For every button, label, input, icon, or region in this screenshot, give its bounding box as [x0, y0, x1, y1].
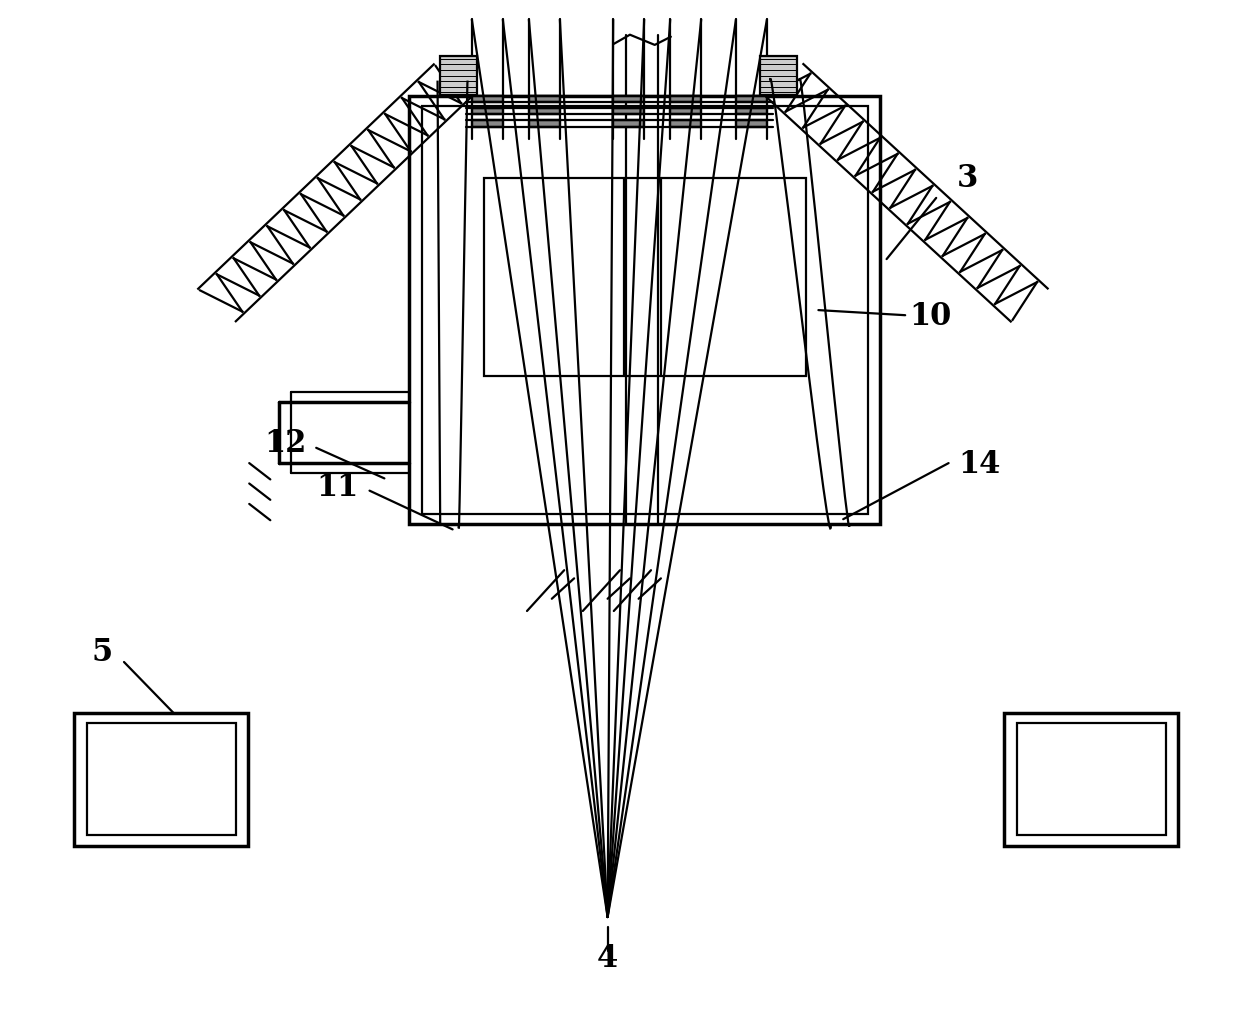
Text: 14: 14 — [959, 448, 1001, 479]
Text: 4: 4 — [596, 943, 619, 973]
Bar — [422, 107, 868, 515]
Text: 5: 5 — [91, 637, 113, 667]
Bar — [760, 57, 797, 96]
Bar — [613, 121, 644, 127]
Text: 10: 10 — [909, 301, 951, 331]
Text: 3: 3 — [956, 163, 978, 194]
Bar — [613, 109, 644, 115]
Bar — [471, 97, 503, 103]
Bar — [528, 121, 559, 127]
Text: 11: 11 — [316, 472, 358, 502]
Bar — [409, 97, 880, 525]
Bar — [670, 97, 702, 103]
Bar — [735, 109, 766, 115]
Bar — [670, 121, 702, 127]
Bar — [613, 97, 644, 103]
Bar — [471, 109, 503, 115]
Bar — [528, 97, 559, 103]
Bar — [670, 109, 702, 115]
Bar — [87, 723, 236, 836]
Bar — [735, 121, 766, 127]
Text: 12: 12 — [264, 428, 306, 459]
Bar — [74, 713, 248, 846]
Bar — [440, 57, 477, 96]
Bar — [1017, 723, 1166, 836]
Bar — [471, 121, 503, 127]
Bar — [1004, 713, 1178, 846]
Bar — [528, 109, 559, 115]
Bar — [484, 178, 806, 377]
Bar — [735, 97, 766, 103]
